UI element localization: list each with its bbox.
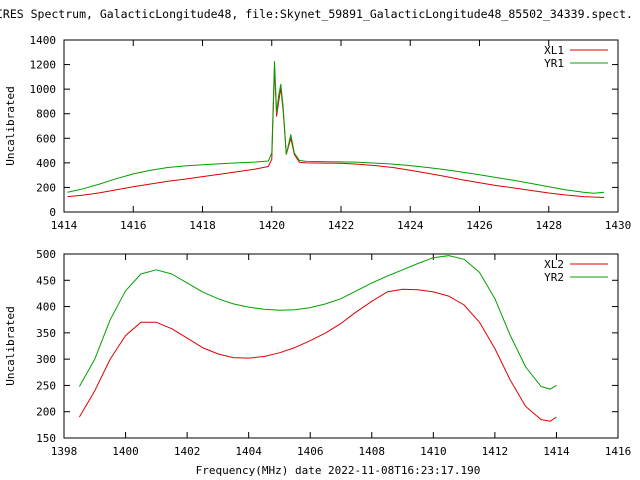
- legend-label-xl1: XL1: [544, 44, 564, 57]
- x-tick-label: 1420: [259, 219, 286, 232]
- y-tick-label: 0: [49, 206, 56, 219]
- x-tick-label: 1422: [328, 219, 355, 232]
- series-line-xl2: [78, 288, 557, 422]
- x-tick-label: 1426: [466, 219, 493, 232]
- top-spectrum-panel: 0 200 400 600 800 1000 1200 1400 1414 1416 1418 142…: [4, 34, 631, 232]
- y-tick-label: 800: [36, 108, 56, 121]
- series-line-yr2: [78, 255, 557, 390]
- x-tick-label: 1410: [420, 445, 447, 458]
- y-tick-label: 350: [36, 327, 56, 340]
- y-tick-label: 1000: [30, 83, 57, 96]
- figure-title: IRES Spectrum, GalacticLongitude48, file…: [0, 7, 633, 21]
- bottom-spectrum-panel: 150 200 250 300 350 400 450 500 1398 1400 1402 1404…: [4, 248, 631, 458]
- x-tick-label: 1416: [120, 219, 147, 232]
- y-tick-label: 500: [36, 248, 56, 261]
- y-tick-label: 450: [36, 274, 56, 287]
- y-tick-label: 200: [36, 181, 56, 194]
- x-tick-label: 1406: [297, 445, 324, 458]
- x-tick-label: 1418: [189, 219, 216, 232]
- x-axis-label: Frequency(MHz) date 2022-11-08T16:23:17.…: [196, 464, 481, 477]
- x-tick-label: 1414: [51, 219, 78, 232]
- x-tick-label: 1416: [605, 445, 632, 458]
- y-tick-label: 600: [36, 132, 56, 145]
- x-tick-label: 1408: [359, 445, 386, 458]
- x-tick-label: 1424: [397, 219, 424, 232]
- y-tick-label: 400: [36, 157, 56, 170]
- y-axis-label: Uncalibrated: [4, 86, 17, 165]
- y-tick-label: 250: [36, 379, 56, 392]
- y-tick-label: 1200: [30, 59, 57, 72]
- x-tick-label: 1414: [543, 445, 570, 458]
- x-tick-label: 1430: [605, 219, 632, 232]
- legend-label-yr1: YR1: [544, 57, 564, 70]
- plot-frame: [63, 253, 619, 439]
- y-tick-label: 300: [36, 353, 56, 366]
- x-tick-label: 1428: [536, 219, 563, 232]
- x-tick-label: 1412: [482, 445, 509, 458]
- legend-label-yr2: YR2: [544, 271, 564, 284]
- y-tick-label: 150: [36, 432, 56, 445]
- x-tick-label: 1402: [174, 445, 201, 458]
- x-tick-label: 1398: [51, 445, 78, 458]
- y-tick-label: 200: [36, 406, 56, 419]
- x-tick-label: 1404: [235, 445, 262, 458]
- x-tick-label: 1400: [112, 445, 139, 458]
- series-line-yr1: [67, 61, 605, 194]
- y-tick-label: 1400: [30, 34, 57, 47]
- series-line-xl1: [67, 66, 605, 198]
- y-axis-label: Uncalibrated: [4, 306, 17, 385]
- plot-frame: [63, 39, 619, 213]
- legend-label-xl2: XL2: [544, 258, 564, 271]
- y-tick-label: 400: [36, 301, 56, 314]
